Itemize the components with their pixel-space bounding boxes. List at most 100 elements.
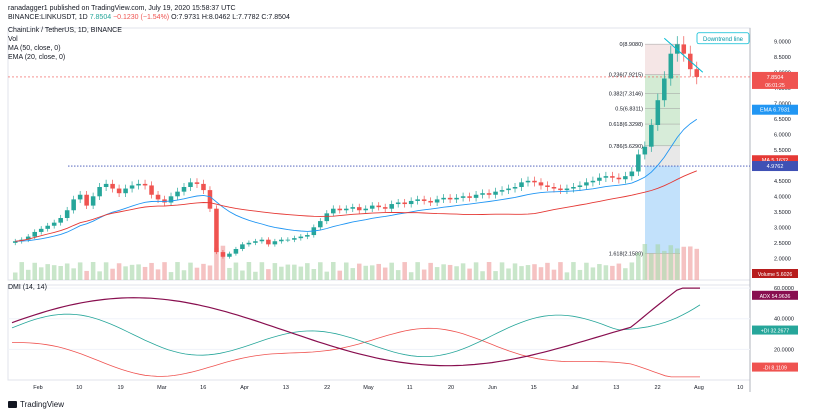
volume-bar [84, 270, 89, 280]
candle-body [629, 171, 635, 177]
candle-body [175, 191, 180, 197]
volume-bar [110, 268, 115, 280]
volume-bar [32, 262, 37, 280]
candle-body [343, 208, 349, 211]
x-tick-label: 16 [200, 385, 206, 391]
candle-body [279, 239, 284, 242]
price-tick-label: 3.0000 [774, 225, 791, 231]
volume-bar [168, 272, 174, 280]
volume-bar [512, 263, 518, 280]
price-tick-label: 4.0000 [774, 194, 791, 200]
candle-body [382, 207, 388, 209]
volume-bar [97, 271, 102, 280]
volume-bar [408, 272, 414, 280]
candle-body [142, 183, 148, 186]
volume-bar [434, 267, 440, 280]
candle-body [369, 205, 375, 209]
candle-body [389, 204, 394, 209]
volume-bar [214, 247, 219, 280]
volume-bar [90, 262, 96, 280]
fib-level-label: 0.5(6.8311) [615, 107, 643, 113]
candle-body [655, 100, 661, 125]
candle-body [305, 235, 310, 237]
price-axis-badge [752, 104, 798, 115]
volume-bar [454, 266, 459, 280]
volume-bar [571, 262, 576, 280]
candle-body [155, 194, 161, 200]
dmi-axis-badge-label: +DI 32.2677 [761, 329, 790, 335]
volume-bar [376, 263, 381, 280]
candle-body [266, 239, 271, 245]
x-tick-label: Mar [157, 385, 167, 391]
candle-body [584, 182, 589, 186]
candle-body [32, 231, 37, 237]
candle-body [447, 197, 453, 200]
volume-bar [558, 262, 563, 280]
candle-body [123, 188, 128, 194]
volume-bar [350, 268, 356, 280]
adx-line [11, 287, 700, 367]
volume-bar [428, 262, 433, 280]
volume-bar [201, 263, 206, 280]
volume-bar [253, 271, 258, 280]
candle-body [480, 193, 485, 195]
volume-bar [467, 268, 472, 280]
candle-body [408, 200, 414, 205]
candle-body [77, 194, 83, 200]
volume-bar [58, 266, 63, 280]
price-tick-label: 8.5000 [774, 55, 791, 61]
volume-bar [155, 269, 161, 280]
volume-bar [382, 267, 388, 280]
volume-bar [337, 270, 343, 280]
volume-bar [38, 267, 44, 280]
price-pane-frame [7, 27, 751, 281]
volume-bar [402, 262, 407, 280]
symbol-prefix: BINANCE:LINKUSDT, 1D [8, 14, 88, 21]
candle-body [590, 180, 596, 183]
volume-bar [486, 262, 492, 280]
volume-bar [668, 245, 674, 280]
x-tick-label: Jun [488, 385, 497, 391]
fib-zone-top [645, 44, 680, 75]
volume-bar [188, 262, 193, 280]
volume-bar [675, 248, 680, 280]
downtrend-callout-box [696, 32, 750, 45]
volume-bar [149, 262, 154, 280]
x-tick-label: 20 [448, 385, 454, 391]
candle-body [207, 190, 213, 209]
candle-body [486, 193, 492, 195]
candle-body [188, 182, 193, 187]
x-tick-label: Jul [571, 385, 578, 391]
tradingview-logo[interactable]: TradingView [8, 400, 64, 409]
volume-bar [662, 250, 667, 280]
volume-bar [564, 272, 570, 280]
candle-body [454, 197, 459, 200]
volume-bar [525, 265, 531, 280]
volume-bar [356, 263, 362, 280]
candle-body [428, 200, 433, 203]
dmi-axis-badge [752, 325, 798, 335]
candle-body [129, 185, 135, 189]
volume-bar [519, 266, 524, 280]
dmi-tick-label: 40.0000 [774, 317, 794, 323]
volume-bar [77, 262, 83, 280]
candle-body [285, 239, 291, 241]
volume-bar [597, 264, 602, 280]
candle-body [90, 196, 96, 206]
candle-body [434, 199, 440, 203]
volume-bar [227, 267, 232, 280]
candle-body [610, 176, 615, 178]
volume-bar [246, 262, 252, 280]
dmi-axis-badge-label: -DI 8.1109 [763, 366, 787, 372]
candle-body [253, 241, 258, 243]
price-tick-label: 5.5000 [774, 148, 791, 154]
candle-body [240, 244, 245, 249]
candle-body [356, 207, 362, 211]
candle-body [519, 182, 524, 187]
candle-body [415, 199, 420, 201]
volume-bar [324, 271, 330, 280]
candle-body [577, 185, 583, 187]
volume-bar [220, 245, 226, 280]
last-price: 7.8504 [89, 14, 112, 21]
